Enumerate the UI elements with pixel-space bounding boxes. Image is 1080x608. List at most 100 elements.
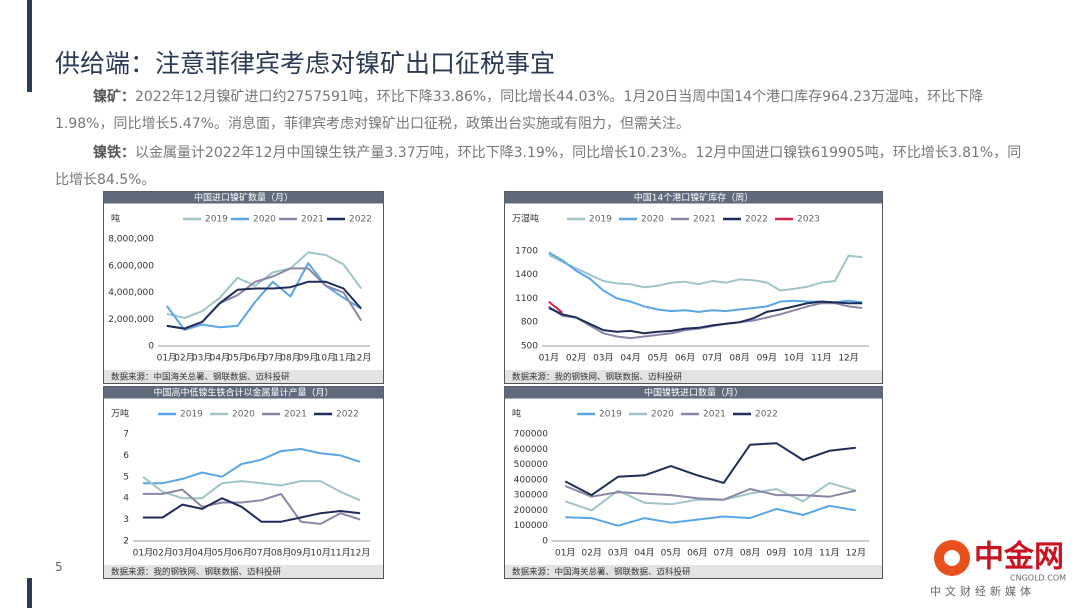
page-number: 5 bbox=[55, 560, 63, 574]
y-tick-label: 5 bbox=[123, 472, 129, 482]
x-tick-label: 01月 bbox=[555, 548, 575, 559]
unit-label: 万吨 bbox=[111, 408, 129, 420]
x-tick-label: 01月 bbox=[539, 353, 559, 364]
x-tick-label: 05月 bbox=[648, 353, 668, 364]
paragraph-text: 以金属量计2022年12月中国镍生铁产量3.37万吨，环比下降3.19%，同比增… bbox=[55, 145, 1022, 188]
data-line bbox=[548, 254, 863, 292]
data-line bbox=[548, 251, 863, 313]
x-tick-label: 11月 bbox=[333, 353, 353, 364]
y-tick-label: 4 bbox=[123, 494, 129, 504]
x-tick-label: 01月 bbox=[157, 353, 177, 364]
chart-title: 中国高中低镍生铁合计以金属量计产量（月） bbox=[153, 387, 333, 399]
logo-icon bbox=[944, 550, 960, 566]
x-tick-label: 07月 bbox=[263, 353, 283, 364]
x-tick-label: 11月 bbox=[819, 548, 839, 559]
unit-label: 万湿吨 bbox=[512, 213, 539, 225]
x-tick-label: 12月 bbox=[838, 353, 858, 364]
data-line bbox=[142, 448, 361, 485]
y-tick-label: 1400 bbox=[515, 270, 538, 280]
x-tick-label: 03月 bbox=[608, 548, 628, 559]
paragraph-label: 镍矿： bbox=[93, 89, 135, 105]
x-tick-label: 12月 bbox=[350, 548, 370, 559]
x-tick-label: 04月 bbox=[620, 353, 640, 364]
logo-site: CNGOLD.COM bbox=[1010, 574, 1066, 583]
logo-slogan: 中文财经新媒体 bbox=[930, 584, 1035, 598]
logo: 中金网 CNGOLD.COM 中文财经新媒体 bbox=[930, 540, 1066, 599]
title-bar bbox=[103, 191, 384, 204]
data-line bbox=[565, 504, 856, 527]
x-tick-label: 05月 bbox=[661, 548, 681, 559]
y-tick-label: 3 bbox=[123, 515, 129, 525]
source: 数据来源：我的钢铁网、钢联数据、迈科投研 bbox=[111, 567, 282, 578]
x-tick-label: 08月 bbox=[729, 353, 749, 364]
unit-label: 吨 bbox=[111, 213, 120, 225]
source-bar bbox=[104, 565, 383, 578]
y-tick-label: 0 bbox=[148, 342, 154, 352]
x-tick-label: 04月 bbox=[192, 548, 212, 559]
x-tick-label: 09月 bbox=[298, 353, 318, 364]
y-tick-label: 0 bbox=[542, 537, 548, 547]
x-tick-label: 01月 bbox=[133, 548, 153, 559]
y-tick-label: 6,000,000 bbox=[108, 261, 154, 271]
y-tick-label: 6 bbox=[123, 451, 129, 461]
y-tick-label: 2,000,000 bbox=[108, 315, 154, 325]
title-bar bbox=[504, 191, 883, 204]
data-line bbox=[548, 300, 863, 335]
chart: 中国高中低镍生铁合计以金属量计产量（月） 数据来源：我的钢铁网、钢联数据、迈科投研… bbox=[103, 386, 384, 579]
x-tick-label: 07月 bbox=[713, 548, 733, 559]
x-tick-label: 02月 bbox=[174, 353, 194, 364]
x-tick-label: 09月 bbox=[766, 548, 786, 559]
legend-label: 2019 bbox=[589, 215, 612, 225]
x-tick-label: 03月 bbox=[192, 353, 212, 364]
x-tick-label: 12月 bbox=[351, 353, 371, 364]
chart-title: 中国进口镍矿数量（月） bbox=[194, 192, 293, 204]
source: 数据来源：我的钢铁网、钢联数据、迈科投研 bbox=[512, 372, 683, 383]
legend-label: 2020 bbox=[641, 215, 664, 225]
chart-frame bbox=[103, 191, 384, 384]
x-tick-label: 04月 bbox=[210, 353, 230, 364]
slide-title: 供给端：注意菲律宾考虑对镍矿出口征税事宜 bbox=[55, 49, 556, 78]
x-tick-label: 02月 bbox=[581, 548, 601, 559]
title-bar bbox=[504, 386, 883, 399]
x-tick-label: 06月 bbox=[687, 548, 707, 559]
legend-label: 2021 bbox=[703, 410, 726, 420]
x-tick-label: 07月 bbox=[251, 548, 271, 559]
x-tick-label: 07月 bbox=[702, 353, 722, 364]
source-bar bbox=[505, 370, 882, 383]
x-tick-label: 02月 bbox=[152, 548, 172, 559]
x-tick-label: 06月 bbox=[675, 353, 695, 364]
legend-label: 2019 bbox=[180, 410, 203, 420]
unit-label: 吨 bbox=[512, 408, 521, 420]
source-bar bbox=[505, 565, 882, 578]
x-tick-label: 08月 bbox=[740, 548, 760, 559]
title-bar bbox=[103, 386, 384, 399]
x-tick-label: 06月 bbox=[231, 548, 251, 559]
source: 数据来源：中国海关总署、钢联数据、迈科投研 bbox=[111, 372, 290, 383]
data-line bbox=[142, 488, 361, 525]
x-tick-label: 10月 bbox=[316, 353, 336, 364]
paragraph-text: 2022年12月镍矿进口约2757591吨，环比下降33.86%，同比增长44.… bbox=[55, 89, 984, 132]
data-line bbox=[564, 485, 857, 501]
source: 数据来源：中国海关总署、钢联数据、迈科投研 bbox=[512, 567, 691, 578]
paragraph: 镍矿：2022年12月镍矿进口约2757591吨，环比下降33.86%，同比增长… bbox=[55, 84, 1023, 138]
legend-label: 2022 bbox=[349, 215, 372, 225]
x-tick-label: 10月 bbox=[793, 548, 813, 559]
paragraph: 镍铁：以金属量计2022年12月中国镍生铁产量3.37万吨，环比下降3.19%，… bbox=[55, 140, 1023, 194]
y-tick-label: 800 bbox=[521, 318, 538, 328]
x-tick-label: 02月 bbox=[566, 353, 586, 364]
x-tick-label: 05月 bbox=[212, 548, 232, 559]
legend-label: 2022 bbox=[336, 410, 359, 420]
legend-label: 2022 bbox=[745, 215, 768, 225]
x-tick-label: 10月 bbox=[310, 548, 330, 559]
data-line bbox=[142, 476, 361, 502]
y-tick-label: 700000 bbox=[514, 430, 549, 440]
source-bar bbox=[104, 370, 383, 383]
data-line bbox=[548, 300, 564, 314]
data-line bbox=[166, 280, 362, 330]
y-tick-label: 400000 bbox=[514, 475, 549, 485]
x-tick-label: 09月 bbox=[757, 353, 777, 364]
y-tick-label: 500000 bbox=[514, 460, 549, 470]
